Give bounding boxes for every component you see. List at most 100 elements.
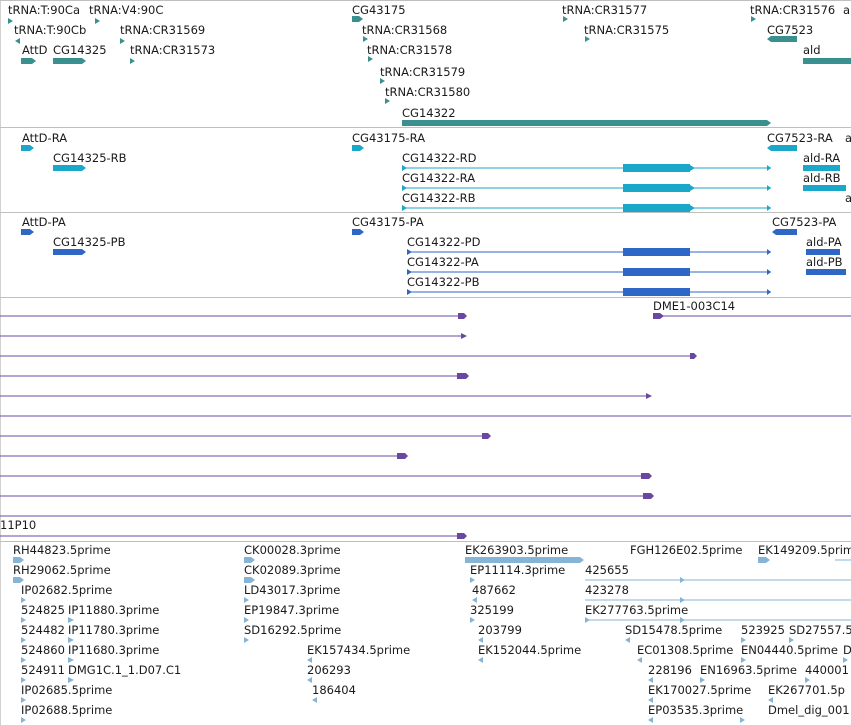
transcript-glyph[interactable] <box>402 205 407 211</box>
est-glyph[interactable] <box>741 637 746 643</box>
feature-label[interactable]: CG14325-RB <box>53 151 127 165</box>
est-glyph[interactable] <box>680 617 685 623</box>
est-glyph[interactable] <box>758 557 770 563</box>
transcript-glyph[interactable] <box>767 185 771 191</box>
est-glyph[interactable] <box>21 657 26 663</box>
feature-label[interactable]: tRNA:CR31579 <box>380 65 466 79</box>
feature-label[interactable]: Dmel_dig_001 <box>768 703 850 717</box>
protein-glyph[interactable] <box>767 269 771 275</box>
feature-label[interactable]: IP02685.5prime <box>21 683 113 697</box>
clone-end[interactable] <box>461 333 467 339</box>
transcript-glyph[interactable] <box>767 205 771 211</box>
gene-glyph[interactable] <box>368 56 373 62</box>
transcript-glyph[interactable] <box>690 205 695 211</box>
transcript-glyph[interactable] <box>21 145 34 151</box>
protein-glyph[interactable] <box>623 268 690 276</box>
est-glyph[interactable] <box>637 657 642 663</box>
feature-label[interactable]: CG14325 <box>53 43 107 57</box>
feature-label[interactable]: CG14322-RB <box>402 191 476 205</box>
est-glyph[interactable] <box>805 677 810 683</box>
feature-label[interactable]: 425655 <box>585 563 629 577</box>
est-glyph[interactable] <box>21 637 26 643</box>
est-glyph[interactable] <box>680 597 685 603</box>
feature-label[interactable]: CG14322-PB <box>407 275 480 289</box>
feature-label[interactable]: EP19847.3prime <box>244 603 340 617</box>
feature-label[interactable]: 11P10 <box>0 518 37 532</box>
feature-label[interactable]: ald-RA <box>803 151 841 165</box>
feature-label[interactable]: IP02688.5prime <box>21 703 113 717</box>
gene-glyph[interactable] <box>585 36 590 42</box>
feature-label[interactable]: ald-PB <box>806 255 843 269</box>
protein-glyph[interactable] <box>407 289 412 295</box>
est-glyph[interactable] <box>21 597 26 603</box>
feature-label[interactable]: 523925 <box>741 623 785 637</box>
est-glyph[interactable] <box>68 637 74 643</box>
feature-label[interactable]: 487662 <box>472 583 516 597</box>
feature-label[interactable]: tRNA:CR31576 <box>750 3 836 17</box>
protein-glyph[interactable] <box>407 249 412 255</box>
feature-label[interactable]: 228196 <box>648 663 692 677</box>
feature-label[interactable]: EN04440.5prime <box>741 643 838 657</box>
est-glyph[interactable] <box>68 617 74 623</box>
est-glyph[interactable] <box>470 617 475 623</box>
feature-label[interactable]: SD15478.5prime <box>625 623 723 637</box>
clone-end[interactable] <box>653 313 664 319</box>
transcript-glyph[interactable] <box>402 185 407 191</box>
est-glyph[interactable] <box>625 637 630 643</box>
feature-label[interactable]: 524860 <box>21 643 65 657</box>
protein-glyph[interactable] <box>806 249 840 255</box>
gene-glyph[interactable] <box>385 98 390 104</box>
transcript-glyph[interactable] <box>690 185 695 191</box>
est-glyph[interactable] <box>740 717 745 723</box>
feature-label[interactable]: DMG1C.1_1.D07.C1 <box>68 663 182 677</box>
est-glyph[interactable] <box>21 717 26 723</box>
feature-label[interactable]: tRNA:T:90Cb <box>14 23 87 37</box>
est-glyph[interactable] <box>244 577 255 583</box>
protein-glyph[interactable] <box>772 229 797 235</box>
est-glyph[interactable] <box>478 637 483 643</box>
gene-glyph[interactable] <box>402 120 771 126</box>
feature-label[interactable]: SD16292.5prime <box>244 623 342 637</box>
feature-label[interactable]: CG43175-PA <box>352 215 424 229</box>
feature-label[interactable]: tRNA:T:90Ca <box>8 3 80 17</box>
est-glyph[interactable] <box>648 677 653 683</box>
feature-label[interactable]: LD43017.3prime <box>244 583 341 597</box>
feature-label[interactable]: EK149209.5prime <box>758 543 851 557</box>
est-glyph[interactable] <box>789 637 794 643</box>
gene-glyph[interactable] <box>352 16 363 22</box>
feature-label[interactable]: tRNA:CR31578 <box>367 43 453 57</box>
feature-label[interactable]: RH44823.5prime <box>13 543 111 557</box>
est-glyph[interactable] <box>244 557 255 563</box>
est-glyph[interactable] <box>585 617 590 623</box>
feature-label[interactable]: CG14322-RA <box>402 171 476 185</box>
protein-glyph[interactable] <box>623 288 690 296</box>
feature-label[interactable]: CG14322-PA <box>407 255 479 269</box>
feature-label[interactable]: CG7523-PA <box>772 215 837 229</box>
protein-glyph[interactable] <box>806 269 846 275</box>
feature-label[interactable]: a <box>845 131 851 145</box>
gene-glyph[interactable] <box>363 36 368 42</box>
est-glyph[interactable] <box>648 717 653 723</box>
feature-label[interactable]: tRNA:CR31575 <box>584 23 670 37</box>
gene-glyph[interactable] <box>53 58 86 64</box>
feature-label[interactable]: ald <box>803 43 821 57</box>
gene-glyph[interactable] <box>95 18 100 24</box>
est-glyph[interactable] <box>13 577 24 583</box>
est-glyph[interactable] <box>307 677 312 683</box>
est-glyph[interactable] <box>21 697 26 703</box>
feature-label[interactable]: EC01308.5prime <box>637 643 734 657</box>
feature-label[interactable]: CG7523-RA <box>767 131 833 145</box>
feature-label[interactable]: tRNA:CR31580 <box>385 85 471 99</box>
feature-label[interactable]: DME1-003C14 <box>653 299 736 313</box>
feature-label[interactable]: 524482 <box>21 623 65 637</box>
est-glyph[interactable] <box>307 657 312 663</box>
gene-glyph[interactable] <box>563 16 568 22</box>
feature-label[interactable]: CG7523 <box>767 23 814 37</box>
protein-glyph[interactable] <box>407 269 412 275</box>
protein-glyph[interactable] <box>21 229 34 235</box>
feature-label[interactable]: EK152044.5prime <box>478 643 582 657</box>
transcript-glyph[interactable] <box>53 165 86 171</box>
feature-label[interactable]: CG14322 <box>402 106 456 120</box>
est-glyph[interactable] <box>244 637 249 643</box>
transcript-glyph[interactable] <box>803 165 840 171</box>
